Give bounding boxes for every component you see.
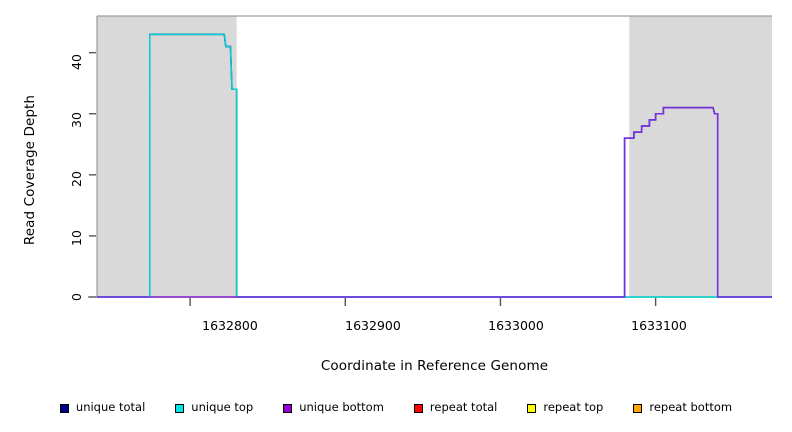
axis-ticks (89, 51, 657, 306)
x-tick-label-1632800: 1632800 (202, 318, 258, 333)
data-series-group (97, 33, 772, 298)
repeat-region-right (629, 16, 772, 297)
x-tick-label-1633000: 1633000 (488, 318, 544, 333)
legend-swatch-icon (527, 403, 537, 413)
legend-swatch-icon (175, 403, 185, 413)
legend-item-unique-total[interactable]: unique total (59, 400, 146, 415)
legend-swatch-icon (59, 403, 69, 413)
legend-swatch-icon (283, 403, 293, 413)
legend: unique total unique top unique bottom re… (0, 398, 792, 418)
legend-label: repeat bottom (649, 400, 733, 415)
x-tick-label-1633100: 1633100 (631, 318, 687, 333)
series-unique-bottom (97, 106, 772, 298)
x-tick-label-1632900: 1632900 (345, 318, 401, 333)
legend-label: unique bottom (299, 400, 384, 415)
legend-item-unique-top[interactable]: unique top (175, 402, 253, 414)
legend-item-repeat-total[interactable]: repeat total (413, 400, 498, 415)
legend-label: repeat total (429, 400, 498, 415)
legend-item-repeat-top[interactable]: repeat top (527, 402, 603, 414)
legend-label: unique total (75, 400, 146, 415)
legend-swatch-icon (413, 403, 423, 413)
x-axis-title: Coordinate in Reference Genome (320, 358, 549, 374)
shaded-repeat-bands (97, 16, 772, 297)
series-unique-top (97, 33, 772, 298)
legend-item-unique-bottom[interactable]: unique bottom (283, 402, 384, 414)
legend-swatch-icon (633, 403, 643, 413)
legend-item-repeat-bottom[interactable]: repeat bottom (633, 402, 732, 414)
repeat-region-left (97, 16, 237, 297)
legend-label: repeat top (543, 400, 604, 415)
legend-label: unique top (191, 400, 254, 415)
